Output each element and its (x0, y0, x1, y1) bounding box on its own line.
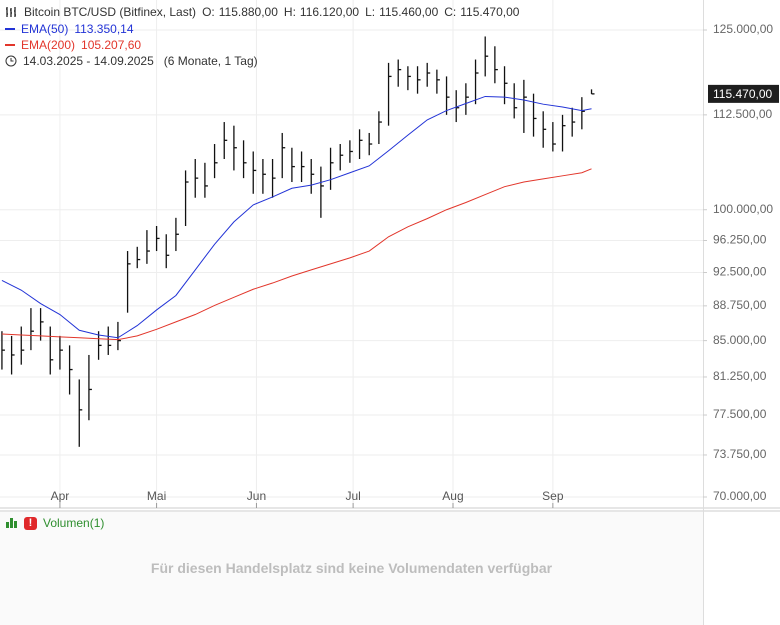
period: (6 Monate, 1 Tag) (163, 54, 258, 68)
quote: O: 115.880,00 H: 116.120,00 L: 115.460,00 C: 11… (202, 5, 519, 19)
volume-message: Für diesen Handelsplatz sind keine Volum… (150, 560, 553, 576)
x-tick-label: Apr (51, 489, 70, 503)
y-tick-label: 88.750,00 (713, 298, 767, 312)
legend-entry: EMA(200) 105.207,60 (5, 38, 141, 52)
quote-item: O: 115.880,00 (202, 5, 278, 19)
quote-name: L: (365, 5, 376, 19)
volume-title: Volumen(1) (43, 516, 105, 530)
legend-swatch (5, 44, 15, 46)
quote-item: C: 115.470,00 (444, 5, 519, 19)
y-tick-label: 77.500,00 (713, 407, 767, 421)
last-price-label: 115.470,00 (713, 87, 772, 101)
y-tick-label: 85.000,00 (713, 333, 767, 347)
legend-value: 105.207,60 (81, 38, 142, 52)
ohlc-icon (6, 7, 16, 17)
x-tick-label: Aug (442, 489, 463, 503)
volume-legend: ! Volumen(1) (6, 516, 104, 530)
y-tick-label: 125.000,00 (713, 22, 773, 36)
clock-icon (5, 55, 17, 67)
ema-line (1, 95, 592, 339)
legend-value: 113.350,14 (74, 22, 134, 36)
y-tick-label: 73.750,00 (713, 447, 767, 461)
y-tick-label: 70.000,00 (713, 489, 767, 503)
legend-title: Bitcoin BTC/USD (Bitfinex, Last) O: 115.8… (5, 5, 519, 19)
date-range-text: 14.03.2025 - 14.09.2025 (23, 54, 154, 68)
y-tick-label: 96.250,00 (713, 233, 767, 247)
y-tick-label: 100.000,00 (713, 202, 773, 216)
date-range: 14.03.2025 - 14.09.2025 (6 Monate, 1 Tag… (5, 54, 258, 68)
legend-swatch (5, 28, 15, 30)
quote-item: H: 116.120,00 (284, 5, 359, 19)
quote-name: O: (202, 5, 215, 19)
quote-value: 115.460,00 (379, 5, 439, 19)
quote-value: 116.120,00 (299, 5, 360, 19)
x-tick-label: Jul (345, 489, 360, 503)
legend-label: EMA(50) (21, 22, 69, 36)
legend-entry: EMA(50) 113.350,14 (5, 22, 134, 36)
quote-item: L: 115.460,00 (365, 5, 438, 19)
quote-value: 115.880,00 (218, 5, 278, 19)
title: Bitcoin BTC/USD (Bitfinex, Last) (24, 5, 197, 19)
warning-icon: ! (24, 516, 37, 530)
y-tick-label: 92.500,00 (713, 265, 767, 279)
volume-panel (0, 512, 703, 625)
x-tick-label: Jun (247, 489, 266, 503)
y-tick-label: 81.250,00 (713, 369, 767, 383)
y-tick-label: 112.500,00 (713, 107, 772, 121)
last-price-tag (708, 84, 779, 103)
quote-name: H: (283, 5, 296, 19)
volume-icon (6, 518, 17, 528)
legend-label: EMA(200) (21, 38, 76, 52)
quote-value: 115.470,00 (460, 5, 520, 19)
x-tick-label: Mai (147, 489, 166, 503)
x-tick-label: Sep (542, 489, 564, 503)
ema-line (1, 168, 592, 341)
quote-name: C: (444, 5, 457, 19)
